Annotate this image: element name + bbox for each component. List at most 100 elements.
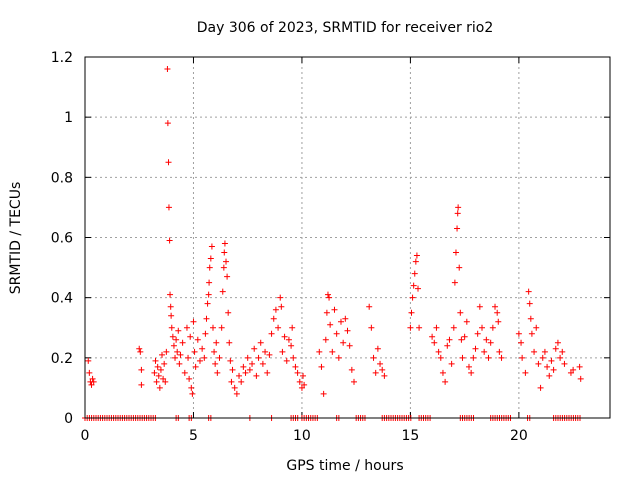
data-point [465, 363, 472, 370]
data-point [285, 336, 292, 343]
data-point [221, 249, 228, 256]
data-point [251, 345, 258, 352]
data-point [255, 354, 262, 361]
data-point [179, 339, 186, 346]
data-point [277, 294, 284, 301]
data-point [456, 264, 463, 271]
data-point [206, 264, 213, 271]
data-point [454, 210, 461, 217]
data-point [407, 324, 414, 331]
data-point [535, 360, 542, 367]
data-point [283, 357, 290, 364]
data-point [351, 378, 358, 385]
data-point [550, 366, 557, 373]
data-point [379, 366, 386, 373]
data-point [172, 354, 179, 361]
data-point [374, 345, 381, 352]
data-point [225, 309, 232, 316]
data-point [164, 120, 171, 127]
data-point [474, 330, 481, 337]
data-point [203, 315, 210, 322]
data-point [163, 348, 170, 355]
data-point [412, 258, 419, 265]
data-point [138, 366, 145, 373]
data-point [435, 348, 442, 355]
data-point [289, 324, 296, 331]
data-point [552, 345, 559, 352]
data-point [152, 357, 159, 364]
data-point [209, 324, 216, 331]
data-point [212, 360, 219, 367]
data-point [322, 336, 329, 343]
x-tick-label: 20 [510, 428, 528, 444]
data-point [348, 366, 355, 373]
data-point [187, 333, 194, 340]
data-point [89, 375, 96, 382]
data-point [138, 381, 145, 388]
data-point [518, 339, 525, 346]
data-point [333, 330, 340, 337]
data-point [208, 243, 215, 250]
data-point [437, 354, 444, 361]
data-point [372, 369, 379, 376]
data-point [329, 348, 336, 355]
data-point [413, 252, 420, 259]
data-point [292, 363, 299, 370]
data-point [431, 339, 438, 346]
data-point [442, 378, 449, 385]
data-point [202, 330, 209, 337]
data-point [335, 354, 342, 361]
data-point [485, 354, 492, 361]
data-point [288, 342, 295, 349]
data-point [191, 348, 198, 355]
data-point [268, 330, 275, 337]
data-point [557, 354, 564, 361]
data-point [257, 339, 264, 346]
data-point [318, 363, 325, 370]
data-point [238, 378, 245, 385]
data-point [290, 354, 297, 361]
data-point [168, 312, 175, 319]
data-point [221, 240, 228, 247]
data-point [526, 300, 533, 307]
data-point [206, 279, 213, 286]
data-point [196, 357, 203, 364]
data-point [151, 369, 158, 376]
plot-frame [84, 56, 611, 419]
data-point [320, 390, 327, 397]
data-point [226, 339, 233, 346]
data-point [216, 354, 223, 361]
data-point [346, 342, 353, 349]
data-point [546, 372, 553, 379]
data-point [86, 369, 93, 376]
data-point [169, 333, 176, 340]
data-point [223, 258, 230, 265]
data-point [472, 345, 479, 352]
data-point [175, 327, 182, 334]
data-point [298, 384, 305, 391]
data-point [533, 324, 540, 331]
data-point [246, 366, 253, 373]
data-point [170, 342, 177, 349]
data-point [220, 264, 227, 271]
data-point [541, 348, 548, 355]
data-point [408, 309, 415, 316]
data-point [266, 351, 273, 358]
data-point [88, 381, 95, 388]
y-tick-label: 0.4 [51, 291, 73, 307]
data-point [324, 291, 331, 298]
data-point [483, 336, 490, 343]
data-point [450, 324, 457, 331]
data-point [337, 318, 344, 325]
data-point [228, 378, 235, 385]
data-point [213, 339, 220, 346]
data-point [154, 363, 161, 370]
data-point [567, 369, 574, 376]
data-point [554, 339, 561, 346]
data-point [498, 354, 505, 361]
data-point [531, 348, 538, 355]
data-point [156, 384, 163, 391]
data-point [204, 300, 211, 307]
data-point [249, 360, 256, 367]
y-axis-label: SRMTID / TECUs [8, 182, 24, 295]
